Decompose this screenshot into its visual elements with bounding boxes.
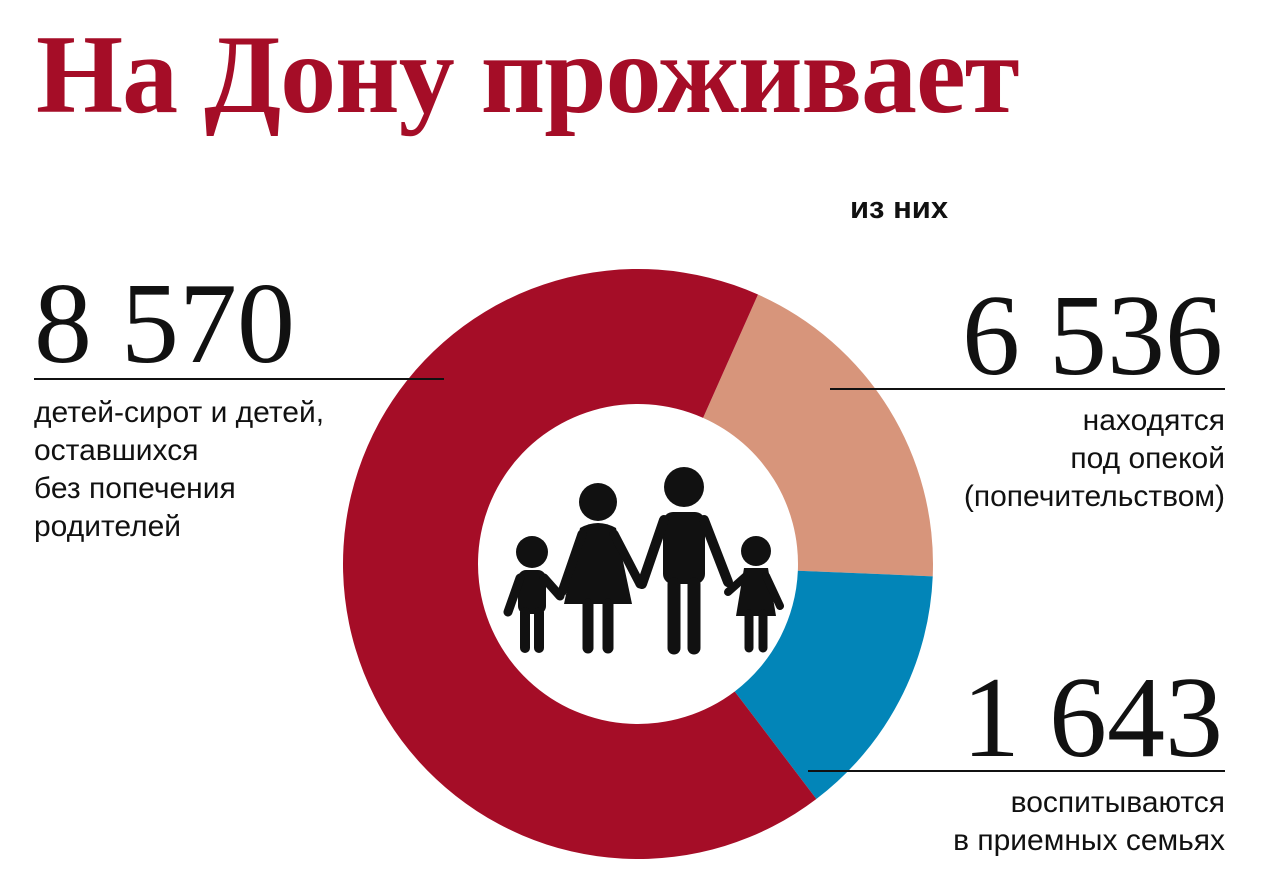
family-icon bbox=[503, 467, 784, 655]
page-title: На Дону проживает bbox=[36, 13, 1020, 137]
donut-slice-remainder bbox=[343, 269, 817, 860]
total-rule bbox=[34, 378, 444, 380]
total-value: 8 570 bbox=[34, 260, 295, 388]
total-description: детей-сирот и детей, оставшихся без попе… bbox=[34, 396, 325, 543]
foster-value: 1 643 bbox=[962, 654, 1223, 782]
donut-slice-guardianship bbox=[703, 294, 933, 577]
foster-description: воспитываются в приемных семьях bbox=[953, 786, 1225, 857]
donut-slice-foster bbox=[734, 570, 933, 799]
guardianship-value: 6 536 bbox=[962, 272, 1223, 400]
subtitle-of-them: из них bbox=[850, 190, 949, 225]
foster-rule bbox=[808, 770, 1225, 772]
guardianship-description: находятся под опекой (попечительством) bbox=[963, 404, 1225, 513]
guardianship-rule bbox=[830, 388, 1225, 390]
